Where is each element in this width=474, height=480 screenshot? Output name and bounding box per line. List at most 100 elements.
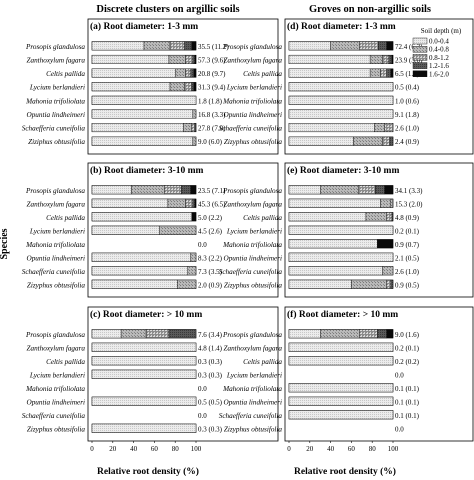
species-label: Prosopis glandulosa	[25, 43, 85, 51]
bar-segment-depth-3	[384, 123, 394, 133]
panel-title: (a) Root diameter: 1-3 mm	[90, 21, 198, 32]
bar-segment-depth-1	[91, 82, 171, 92]
bar-row: Lycium berlandieri 0.0	[226, 371, 404, 379]
data-label: 2.0 (0.9)	[198, 281, 223, 289]
bar-segment-depth-1	[91, 356, 197, 366]
species-label: Zizyphus obtusifolia	[224, 138, 283, 146]
bar-segment-depth-3	[185, 68, 192, 78]
bar-segment-depth-1	[288, 82, 394, 92]
x-tick-label: 80	[369, 445, 377, 453]
bar-segment-depth-1	[91, 185, 132, 195]
data-label: 2.6 (1.0)	[395, 125, 420, 133]
bar-segment-depth-1	[91, 68, 176, 78]
bar-segment-depth-3	[380, 68, 387, 78]
data-label: 0.1 (0.1)	[395, 412, 420, 420]
species-label: Zizyphus obtusifolia	[224, 281, 283, 289]
species-label: Ziziphus obtusifolia	[28, 138, 85, 146]
data-label: 4.5 (2.6)	[198, 227, 223, 235]
data-label: 0.0	[395, 371, 404, 379]
bar-row: Prosopis glandulosa 9.0 (1.6)	[222, 329, 420, 339]
species-label: Schaefferia cuneifolia	[219, 125, 283, 133]
panel-title: (c) Root diameter: > 10 mm	[90, 309, 202, 320]
bar-segment-depth-1	[288, 396, 394, 406]
bar-segment-depth-1	[288, 95, 394, 105]
species-label: Prosopis glandulosa	[222, 187, 282, 195]
bar-row: Zanthoxylum fagara 57.3 (9.6)	[27, 54, 226, 64]
bar-segment-depth-4	[181, 185, 192, 195]
bar-segment-depth-1	[91, 279, 178, 289]
legend-entry: 1.6-2.0	[429, 70, 449, 78]
bar-row: Zizyphus obtusifolia 2.4 (0.9)	[224, 136, 420, 146]
bar-segment-depth-1	[91, 252, 192, 262]
bar-row: Zizyphus obtusifolia 0.3 (0.3)	[27, 423, 223, 433]
bar-segment-depth-2	[369, 54, 383, 64]
bar-segment-depth-5	[193, 68, 197, 78]
bar-row: Schaefferia cuneifolia 2.6 (1.0)	[219, 266, 420, 276]
bar-segment-depth-2	[382, 266, 394, 276]
bar-segment-depth-4	[378, 41, 387, 51]
species-label: Schaefferia cuneifolia	[22, 412, 86, 420]
legend-swatch	[412, 62, 428, 69]
bar-segment-depth-1	[288, 136, 354, 146]
data-label: 6.5 (1.3)	[395, 70, 420, 78]
bar-segment-depth-5	[386, 41, 394, 51]
data-label: 1.8 (1.8)	[198, 97, 223, 105]
data-label: 0.9 (0.7)	[395, 241, 420, 249]
legend-entry: 1.2-1.6	[429, 62, 449, 70]
species-label: Opuntia lindheimeri	[27, 111, 86, 119]
data-label: 2.6 (1.0)	[395, 268, 420, 276]
data-label: 0.3 (0.3)	[198, 358, 223, 366]
legend-entry: 0.8-1.2	[429, 54, 449, 62]
species-label: Lycium berlandieri	[29, 227, 85, 235]
bar-segment-depth-2	[187, 266, 197, 276]
data-label: 4.8 (0.9)	[395, 214, 420, 222]
bar-segment-depth-1	[288, 123, 375, 133]
bar-row: Opuntia lindheimeri 9.1 (1.8)	[224, 109, 420, 119]
x-tick-label: 0	[90, 445, 94, 453]
x-tick-label: 60	[151, 445, 159, 453]
species-label: Schaefferia cuneifolia	[22, 268, 86, 276]
bar-segment-depth-1	[91, 329, 122, 339]
bar-row: Celtis pallida 6.5 (1.3)	[243, 68, 420, 78]
bar-segment-depth-2	[143, 41, 171, 51]
panel-2: (b) Root diameter: 3-10 mm Prosopis gland…	[22, 162, 279, 298]
bar-segment-depth-2	[174, 68, 186, 78]
panel-1: (a) Root diameter: 1-3 mm Prosopis glandu…	[22, 18, 279, 155]
bar-segment-depth-2	[320, 329, 360, 339]
bar-segment-depth-1	[288, 54, 371, 64]
bar-row: Lycium berlandieri 0.2 (0.1)	[226, 225, 420, 235]
bar-segment-depth-3	[191, 123, 196, 133]
species-label: Zanthoxylum fagara	[27, 200, 86, 208]
data-label: 20.8 (9.7)	[198, 70, 226, 78]
species-label: Mahonia trifoliolata	[25, 385, 85, 393]
bar-row: Zanthoxylum fagara 0.2 (0.1)	[224, 342, 420, 352]
species-label: Prosopis glandulosa	[25, 331, 85, 339]
x-tick-label: 40	[327, 445, 335, 453]
bar-segment-depth-3	[386, 212, 393, 222]
bar-segment-depth-1	[91, 41, 145, 51]
bar-row: Zizyphus obtusifolia 0.9 (0.5)	[224, 279, 420, 289]
bar-row: Celtis pallida 20.8 (9.7)	[46, 68, 226, 78]
bar-segment-depth-1	[91, 423, 197, 433]
species-label: Mahonia trifoliolata	[222, 385, 282, 393]
bar-row: Lycium berlandieri 0.3 (0.3)	[29, 369, 223, 379]
species-label: Celtis pallida	[46, 70, 85, 78]
bar-segment-depth-3	[169, 41, 185, 51]
data-label: 2.4 (0.9)	[395, 138, 420, 146]
species-label: Opuntia lindheimeri	[224, 398, 283, 406]
panel-frame	[284, 306, 474, 442]
data-label: 15.3 (2.0)	[395, 200, 423, 208]
bar-segment-depth-1	[288, 356, 394, 366]
bar-segment-depth-2	[120, 329, 147, 339]
bar-segment-depth-2	[330, 41, 360, 51]
bar-segment-depth-5	[386, 329, 394, 339]
bar-segment-depth-4	[377, 329, 387, 339]
bar-segment-depth-2	[351, 279, 387, 289]
bar-row: Zanthoxylum fagara 4.8 (1.4)	[27, 342, 223, 352]
bar-segment-depth-1	[91, 54, 170, 64]
data-label: 57.3 (9.6)	[198, 56, 226, 64]
data-label: 0.0	[395, 425, 404, 433]
bar-segment-depth-1	[288, 410, 394, 420]
bar-row: Zizyphus obtusifolia 2.0 (0.9)	[27, 279, 223, 289]
x-tick-label: 0	[287, 445, 291, 453]
